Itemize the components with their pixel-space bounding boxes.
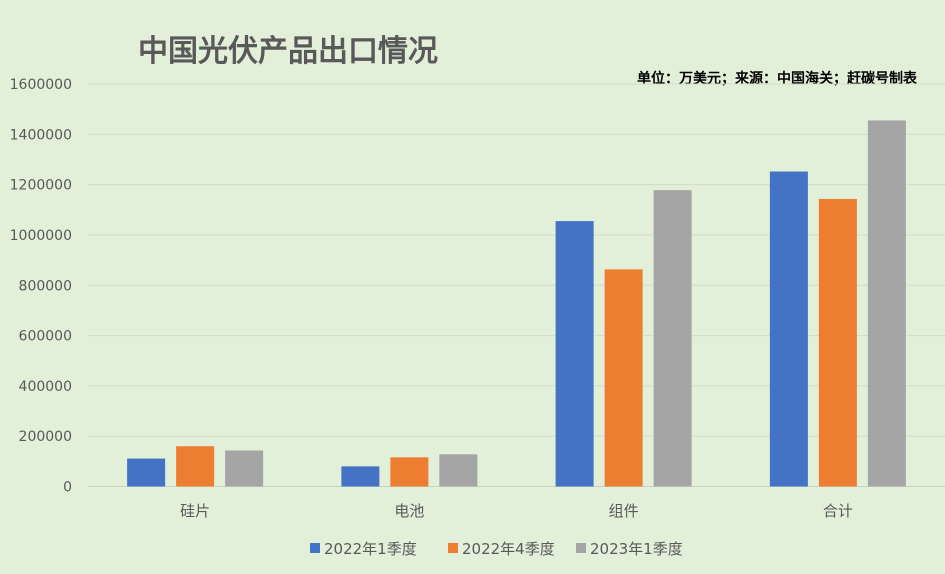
bar [127,458,166,487]
y-tick-label: 800000 [19,278,72,294]
bar [225,450,264,487]
y-tick-label: 600000 [19,329,72,345]
legend-label: 2022年4季度 [462,540,555,558]
x-tick-label: 组件 [609,502,639,520]
legend-label: 2023年1季度 [590,540,683,558]
bar [390,457,429,487]
chart-title: 中国光伏产品出口情况 [138,34,438,69]
x-tick-label: 硅片 [180,502,210,520]
x-tick-label: 合计 [823,502,853,520]
legend-swatch [448,543,458,553]
legend-swatch [310,543,320,553]
bar [653,190,692,487]
bar [555,221,594,487]
legend-swatch [576,543,586,553]
y-tick-label: 1400000 [10,127,72,143]
chart-annotation: 单位：万美元；来源：中国海关；赶碳号制表 [637,71,917,87]
bar [818,198,857,487]
bar [604,269,643,487]
y-tick-label: 1000000 [10,228,72,244]
bar [769,171,808,487]
bar [341,466,380,487]
legend-label: 2022年1季度 [324,540,417,558]
y-tick-label: 1200000 [10,178,72,194]
bar [867,120,906,487]
y-tick-label: 1600000 [10,77,72,93]
y-tick-label: 0 [63,480,72,496]
bar [439,454,478,487]
bar [176,446,215,487]
x-tick-label: 电池 [394,502,424,520]
y-tick-label: 200000 [19,429,72,445]
y-tick-label: 400000 [19,379,72,395]
